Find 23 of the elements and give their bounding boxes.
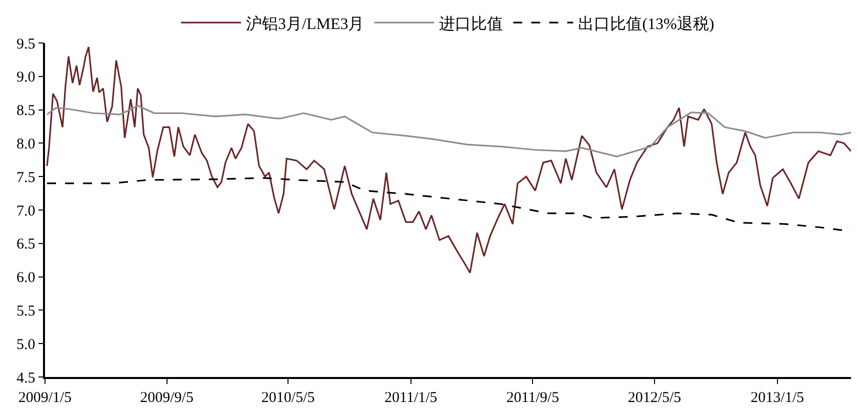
- x-tick-label: 2012/5/5: [628, 390, 682, 406]
- x-tick-label: 2009/9/5: [140, 390, 194, 406]
- legend-label: 进口比值: [439, 14, 504, 33]
- y-tick-label: 7.5: [16, 170, 36, 186]
- y-tick-label: 5.0: [16, 336, 36, 353]
- y-tick-label: 5.5: [16, 303, 36, 320]
- y-tick-label: 6.5: [16, 236, 36, 253]
- line-series: [46, 104, 851, 158]
- x-tick-label: 2011/1/5: [384, 390, 438, 406]
- x-tick-label: 2009/1/5: [18, 390, 72, 406]
- y-tick-label: 7.0: [16, 203, 36, 220]
- y-tick-label: 8.5: [16, 103, 36, 120]
- y-tick-label: 6.0: [16, 270, 36, 286]
- y-tick-label: 9.0: [16, 70, 36, 86]
- x-tick-label: 2013/1/5: [750, 390, 804, 406]
- x-tick-label: 2011/9/5: [506, 390, 560, 406]
- legend-label: 沪铝3月/LME3月: [246, 14, 364, 33]
- line-series: [46, 46, 851, 274]
- legend-label: 出口比值(13%退税): [578, 14, 714, 33]
- y-tick-label: 4.5: [16, 370, 36, 386]
- y-tick-label: 9.5: [16, 36, 36, 52]
- x-tick-label: 2010/5/5: [261, 390, 315, 406]
- y-tick-label: 8.0: [16, 136, 36, 152]
